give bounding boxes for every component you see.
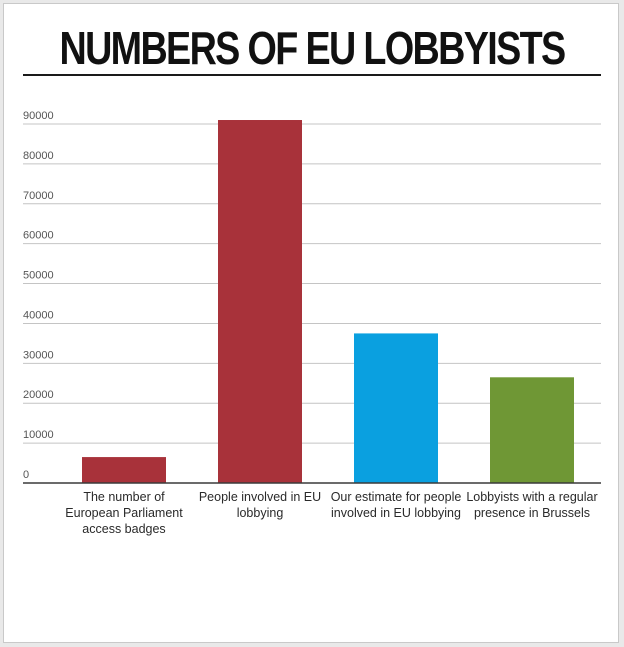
y-tick-label: 10000 bbox=[23, 429, 54, 441]
bar bbox=[218, 120, 302, 483]
title-underline bbox=[23, 74, 601, 76]
y-tick-label: 50000 bbox=[23, 270, 54, 282]
y-tick-label: 90000 bbox=[23, 110, 54, 122]
y-axis-ticks: 0 10000 20000 30000 40000 50000 60000 70000 8000… bbox=[23, 110, 54, 481]
chart-title: NUMBERS OF EU LOBBYISTS bbox=[59, 22, 566, 74]
y-tick-label: 30000 bbox=[23, 349, 54, 361]
y-tick-label: 20000 bbox=[23, 389, 54, 401]
bar bbox=[490, 377, 574, 483]
bar bbox=[82, 457, 166, 483]
x-category-label: Lobbyists with a regular presence in Bru… bbox=[466, 490, 598, 520]
bar bbox=[354, 333, 438, 483]
y-tick-label: 0 bbox=[23, 469, 29, 481]
gridlines bbox=[23, 123, 601, 444]
bars bbox=[82, 120, 574, 483]
y-tick-label: 40000 bbox=[23, 309, 54, 321]
x-category-label: The number of European Parliament access… bbox=[65, 490, 183, 536]
y-tick-label: 60000 bbox=[23, 230, 54, 242]
y-tick-label: 70000 bbox=[23, 190, 54, 202]
x-category-label: People involved in EU lobbying bbox=[198, 490, 322, 520]
x-category-label: Our estimate for people involved in EU l… bbox=[330, 490, 462, 520]
y-tick-label: 80000 bbox=[23, 150, 54, 162]
